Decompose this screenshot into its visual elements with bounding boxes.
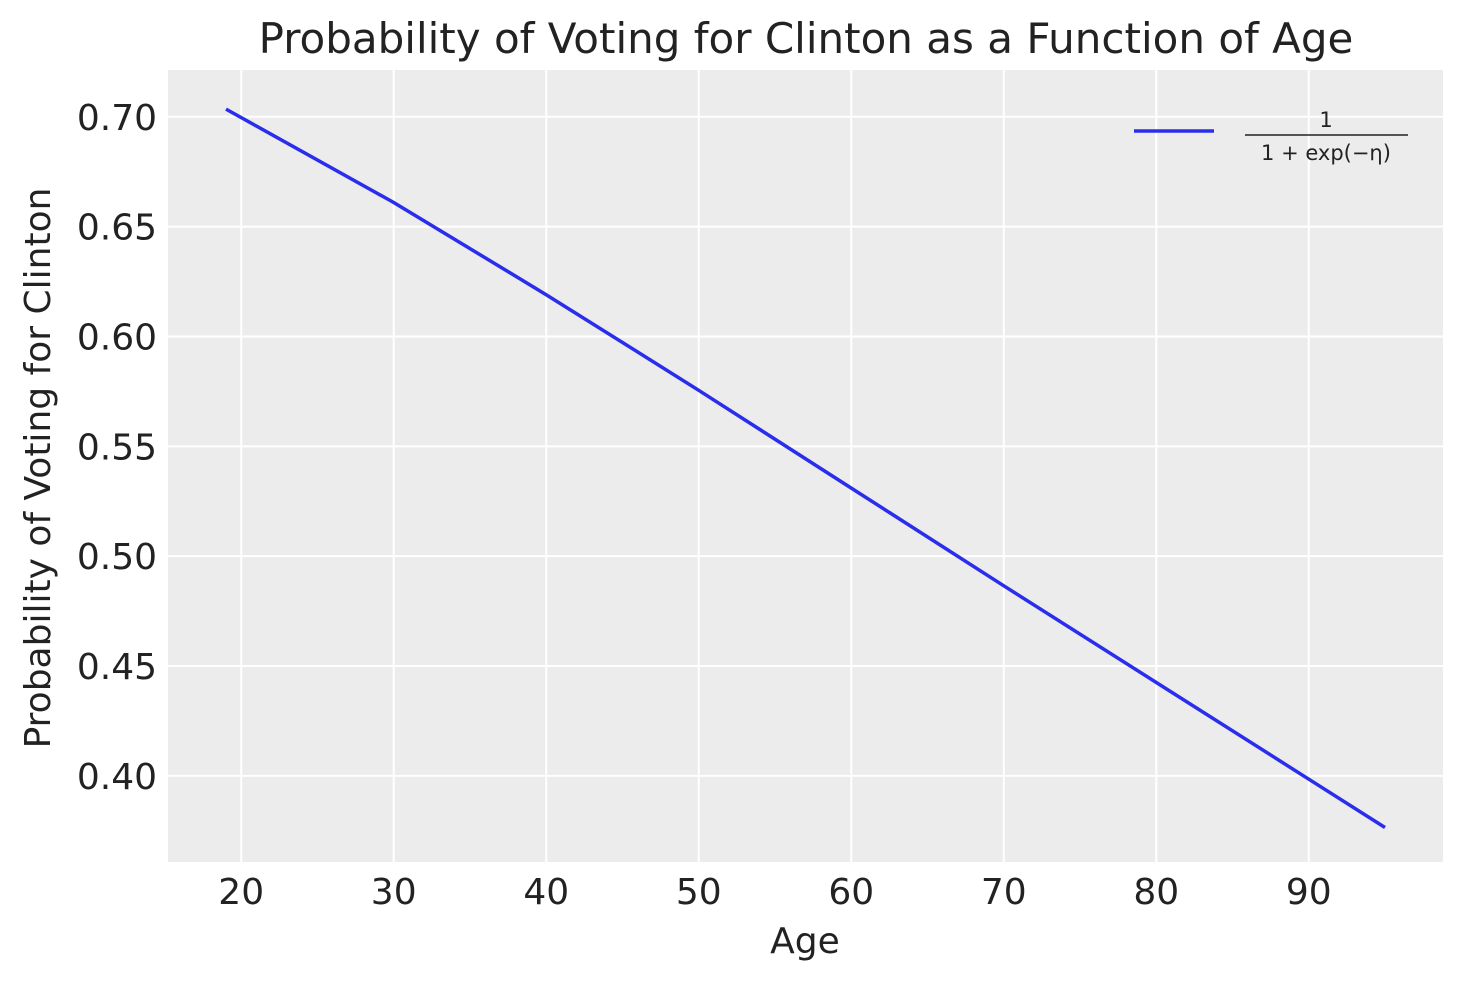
x-tick-label: 80 [1133, 872, 1179, 913]
y-tick-labels: 0.40 0.45 0.50 0.55 0.60 0.65 0.70 [77, 98, 157, 798]
x-tick-label: 30 [371, 872, 417, 913]
x-tick-label: 60 [828, 872, 874, 913]
x-tick-label: 50 [676, 872, 722, 913]
series-line [225, 107, 1386, 829]
series-layer [225, 107, 1386, 829]
x-tick-label: 70 [981, 872, 1027, 913]
chart-title: Probability of Voting for Clinton as a F… [259, 14, 1354, 63]
x-tick-labels: 20 30 40 50 60 70 80 90 [218, 872, 1331, 913]
y-tick-label: 0.70 [77, 98, 157, 139]
y-axis-label: Probability of Voting for Clinton [18, 188, 59, 749]
y-tick-label: 0.45 [77, 647, 157, 688]
x-tick-label: 40 [523, 872, 569, 913]
legend-denominator: 1 + exp(−η) [1261, 141, 1391, 165]
y-tick-label: 0.60 [77, 317, 157, 358]
y-tick-label: 0.55 [77, 427, 157, 468]
x-axis-label: Age [770, 921, 840, 962]
legend-numerator: 1 [1319, 108, 1332, 132]
y-tick-label: 0.50 [77, 537, 157, 578]
x-tick-label: 20 [218, 872, 264, 913]
y-tick-label: 0.40 [77, 757, 157, 798]
x-tick-label: 90 [1286, 872, 1332, 913]
y-tick-label: 0.65 [77, 208, 157, 249]
y-gridlines [168, 115, 1443, 777]
legend: 1 1 + exp(−η) [1134, 108, 1408, 165]
